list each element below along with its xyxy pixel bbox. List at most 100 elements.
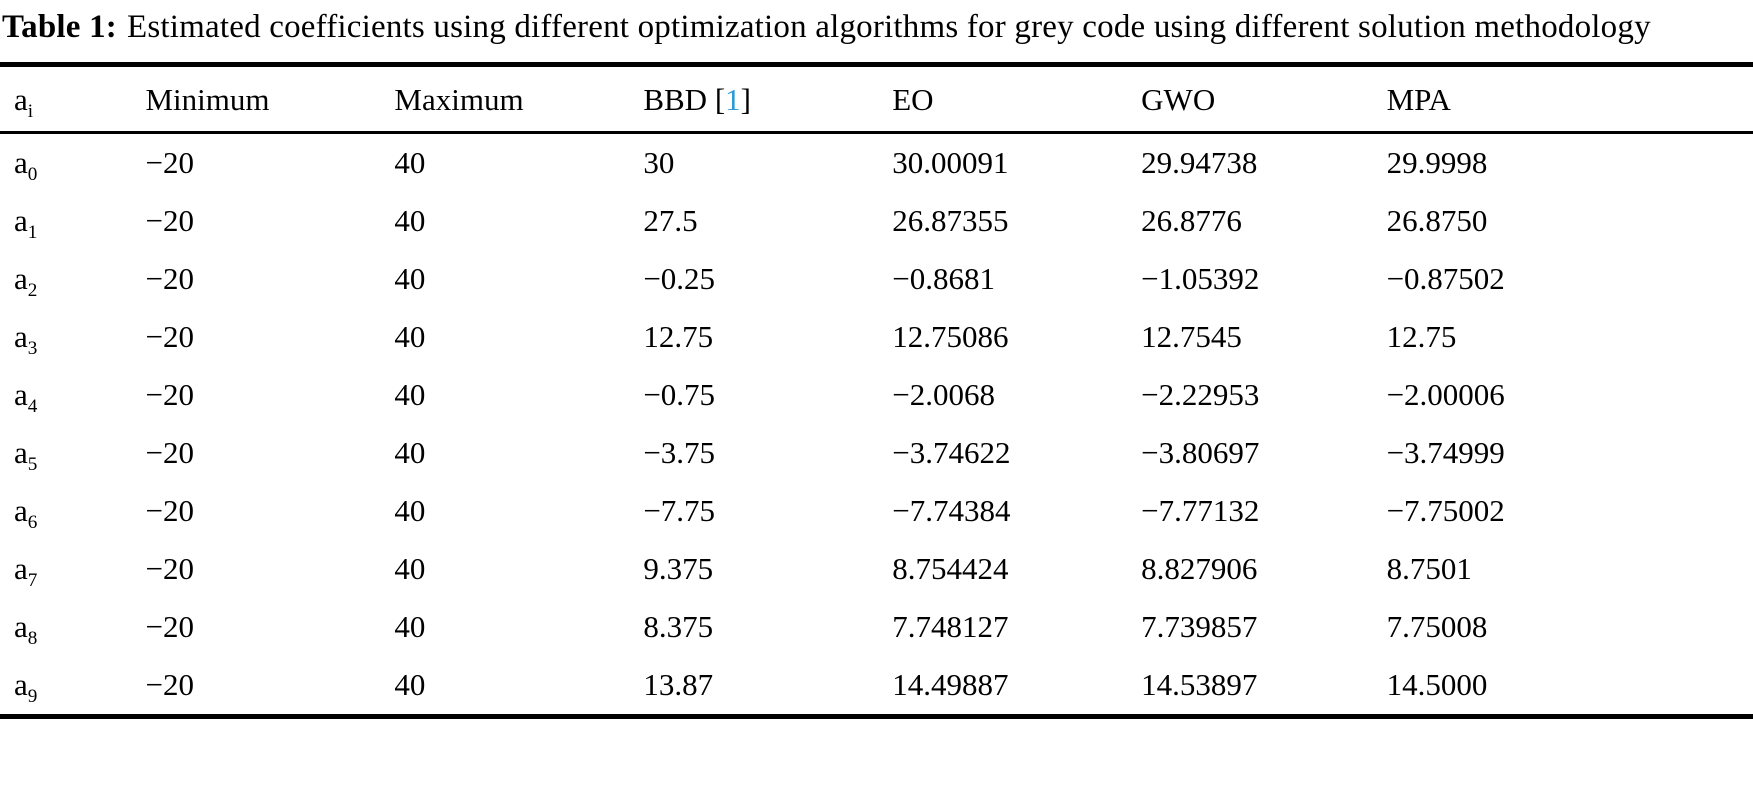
coefficient-base: a: [14, 667, 28, 703]
minimum-cell: −20: [145, 203, 194, 239]
coefficient-subscript: 2: [27, 280, 38, 302]
table-caption-label: Table 1:: [2, 9, 117, 45]
coefficient-subscript: 4: [27, 396, 38, 418]
eo-cell: −2.0068: [892, 377, 995, 413]
coefficient-header-subscript: i: [27, 101, 34, 123]
coefficient-subscript: 7: [27, 570, 38, 592]
maximum-cell: 40: [394, 377, 426, 413]
minimum-cell: −20: [145, 377, 194, 413]
maximum-cell: 40: [394, 319, 426, 355]
coefficient-subscript: 1: [27, 222, 38, 244]
bbd-header-label: BBD: [643, 82, 708, 118]
maximum-cell: 40: [394, 145, 426, 181]
column-header-coefficient: ai: [0, 64, 146, 135]
coefficient-cell: a7: [0, 540, 145, 598]
eo-cell: −7.74384: [892, 493, 1011, 529]
table-row: a0 −20 40 30 30.00091 29.94738 29.9998: [0, 133, 1753, 193]
coefficient-header-base: a: [14, 82, 28, 118]
bbd-cell: −0.25: [643, 261, 716, 297]
coefficient-subscript: 6: [27, 512, 38, 534]
coefficient-subscript: 0: [27, 164, 38, 186]
eo-cell: 14.49887: [892, 667, 1009, 703]
minimum-cell: −20: [145, 493, 194, 529]
table-row: a2 −20 40 −0.25 −0.8681 −1.05392 −0.8750…: [0, 250, 1753, 308]
column-header-maximum: Maximum: [394, 64, 644, 135]
minimum-cell: −20: [145, 145, 194, 181]
table-row: a3 −20 40 12.75 12.75086 12.7545 12.75: [0, 308, 1753, 366]
gwo-cell: −7.77132: [1141, 493, 1260, 529]
column-header-minimum: Minimum: [145, 64, 395, 135]
bbd-cell: −3.75: [643, 435, 716, 471]
gwo-cell: −3.80697: [1141, 435, 1260, 471]
coefficient-base: a: [14, 493, 28, 529]
mpa-cell: −3.74999: [1386, 435, 1505, 471]
coefficient-base: a: [14, 377, 28, 413]
column-header-bbd: BBD [1]: [643, 64, 893, 135]
maximum-cell: 40: [394, 493, 426, 529]
maximum-cell: 40: [394, 203, 426, 239]
mpa-cell: 29.9998: [1386, 145, 1488, 181]
citation-number: 1: [725, 82, 741, 118]
coefficient-cell: a0: [0, 133, 145, 193]
table-caption-text: Estimated coefficients using different o…: [127, 9, 1651, 45]
bbd-cell: 13.87: [643, 667, 714, 703]
coefficient-base: a: [14, 609, 28, 645]
table-row: a4 −20 40 −0.75 −2.0068 −2.22953 −2.0000…: [0, 366, 1753, 424]
citation-link-1[interactable]: [1]: [707, 82, 751, 117]
eo-cell: −0.8681: [892, 261, 995, 297]
coefficient-subscript: 9: [27, 686, 38, 708]
citation-bracket-open: [: [707, 82, 726, 118]
eo-cell: 26.87355: [892, 203, 1009, 239]
gwo-cell: −1.05392: [1141, 261, 1260, 297]
maximum-cell: 40: [394, 551, 426, 587]
mpa-cell: 7.75008: [1386, 609, 1488, 645]
table-row: a9 −20 40 13.87 14.49887 14.53897 14.500…: [0, 656, 1753, 717]
coefficient-subscript: 5: [27, 454, 38, 476]
column-header-gwo: GWO: [1141, 64, 1387, 135]
gwo-cell: 26.8776: [1141, 203, 1242, 239]
table-body: a0 −20 40 30 30.00091 29.94738 29.9998 a…: [0, 133, 1753, 717]
mpa-cell: −0.87502: [1386, 261, 1505, 297]
bbd-cell: 8.375: [643, 609, 714, 645]
coefficient-base: a: [14, 319, 28, 355]
gwo-cell: 12.7545: [1141, 319, 1242, 355]
coefficient-cell: a1: [0, 192, 145, 250]
minimum-cell: −20: [145, 551, 194, 587]
coefficient-cell: a6: [0, 482, 145, 540]
eo-cell: −3.74622: [892, 435, 1011, 471]
mpa-cell: 14.5000: [1386, 667, 1488, 703]
coefficient-base: a: [14, 203, 28, 239]
coefficient-cell: a5: [0, 424, 145, 482]
coefficient-cell: a9: [0, 656, 145, 717]
eo-cell: 8.754424: [892, 551, 1009, 587]
mpa-cell: 12.75: [1386, 319, 1457, 355]
eo-cell: 30.00091: [892, 145, 1009, 181]
coefficients-table: ai Minimum Maximum BBD [1] EO GWO MPA a0…: [0, 62, 1753, 720]
coefficient-base: a: [14, 435, 28, 471]
maximum-cell: 40: [394, 609, 426, 645]
coefficient-base: a: [14, 145, 28, 181]
bbd-cell: 9.375: [643, 551, 714, 587]
coefficient-cell: a4: [0, 366, 145, 424]
column-header-mpa: MPA: [1386, 64, 1753, 135]
table-row: a1 −20 40 27.5 26.87355 26.8776 26.8750: [0, 192, 1753, 250]
gwo-cell: 14.53897: [1141, 667, 1258, 703]
citation-bracket-close: ]: [740, 82, 751, 118]
mpa-cell: −7.75002: [1386, 493, 1505, 529]
mpa-cell: −2.00006: [1386, 377, 1505, 413]
mpa-cell: 8.7501: [1386, 551, 1472, 587]
coefficient-cell: a3: [0, 308, 145, 366]
coefficient-base: a: [14, 261, 28, 297]
table-row: a7 −20 40 9.375 8.754424 8.827906 8.7501: [0, 540, 1753, 598]
table-row: a5 −20 40 −3.75 −3.74622 −3.80697 −3.749…: [0, 424, 1753, 482]
minimum-cell: −20: [145, 609, 194, 645]
gwo-cell: −2.22953: [1141, 377, 1260, 413]
gwo-cell: 29.94738: [1141, 145, 1258, 181]
coefficient-subscript: 3: [27, 338, 38, 360]
table-row: a6 −20 40 −7.75 −7.74384 −7.77132 −7.750…: [0, 482, 1753, 540]
minimum-cell: −20: [145, 435, 194, 471]
table-header-row: ai Minimum Maximum BBD [1] EO GWO MPA: [0, 64, 1753, 135]
paper-page: Table 1: Estimated coefficients using dif…: [0, 4, 1753, 797]
column-header-eo: EO: [892, 64, 1142, 135]
mpa-cell: 26.8750: [1386, 203, 1488, 239]
